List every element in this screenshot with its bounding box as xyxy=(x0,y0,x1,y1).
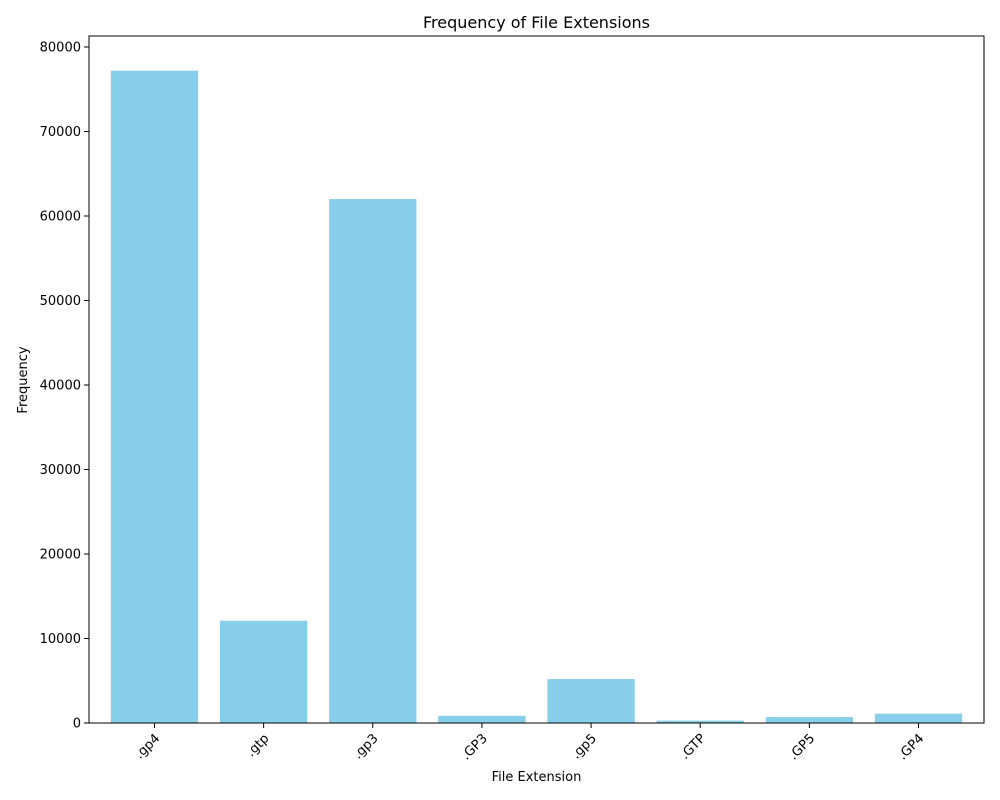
x-tick-label: .GP4 xyxy=(895,731,927,763)
y-tick-label: 20000 xyxy=(40,547,81,562)
bar-GP4 xyxy=(874,713,963,723)
bar-gtp xyxy=(219,620,308,723)
x-tick-label: .GTP xyxy=(678,731,710,763)
y-tick-label: 80000 xyxy=(40,40,81,55)
x-tick-label: .GP3 xyxy=(459,731,491,763)
x-tick-label: .gp4 xyxy=(132,731,163,762)
y-axis-title: Frequency xyxy=(16,346,31,413)
y-axis: 0 10000 20000 30000 40000 50000 60000 70000 8000… xyxy=(40,40,89,732)
y-tick-label: 70000 xyxy=(40,125,81,140)
y-tick-label: 60000 xyxy=(40,209,81,224)
bar-GTP xyxy=(656,720,744,723)
bar-gp3 xyxy=(329,199,417,723)
x-axis-title: File Extension xyxy=(492,770,582,785)
chart-title: Frequency of File Extensions xyxy=(423,13,650,32)
x-tick-label: .GP5 xyxy=(786,731,818,763)
y-tick-label: 50000 xyxy=(40,294,81,309)
bar-gp5 xyxy=(547,679,635,723)
y-tick-label: 10000 xyxy=(40,632,81,647)
x-axis: .gp4 .gtp .gp3 .GP3 .gp5 .GTP .GP5 .GP4 xyxy=(132,723,927,763)
bar-gp4 xyxy=(110,70,199,724)
x-tick-label: .gtp xyxy=(244,731,273,760)
y-tick-label: 40000 xyxy=(40,378,81,393)
x-tick-label: .gp3 xyxy=(351,731,382,762)
y-tick-label: 30000 xyxy=(40,463,81,478)
y-tick-label: 0 xyxy=(73,717,81,732)
bar-GP5 xyxy=(765,717,854,723)
bar-GP3 xyxy=(438,715,526,723)
plot-frame xyxy=(88,35,985,724)
bars-group xyxy=(110,70,963,724)
x-tick-label: .gp5 xyxy=(569,731,600,762)
